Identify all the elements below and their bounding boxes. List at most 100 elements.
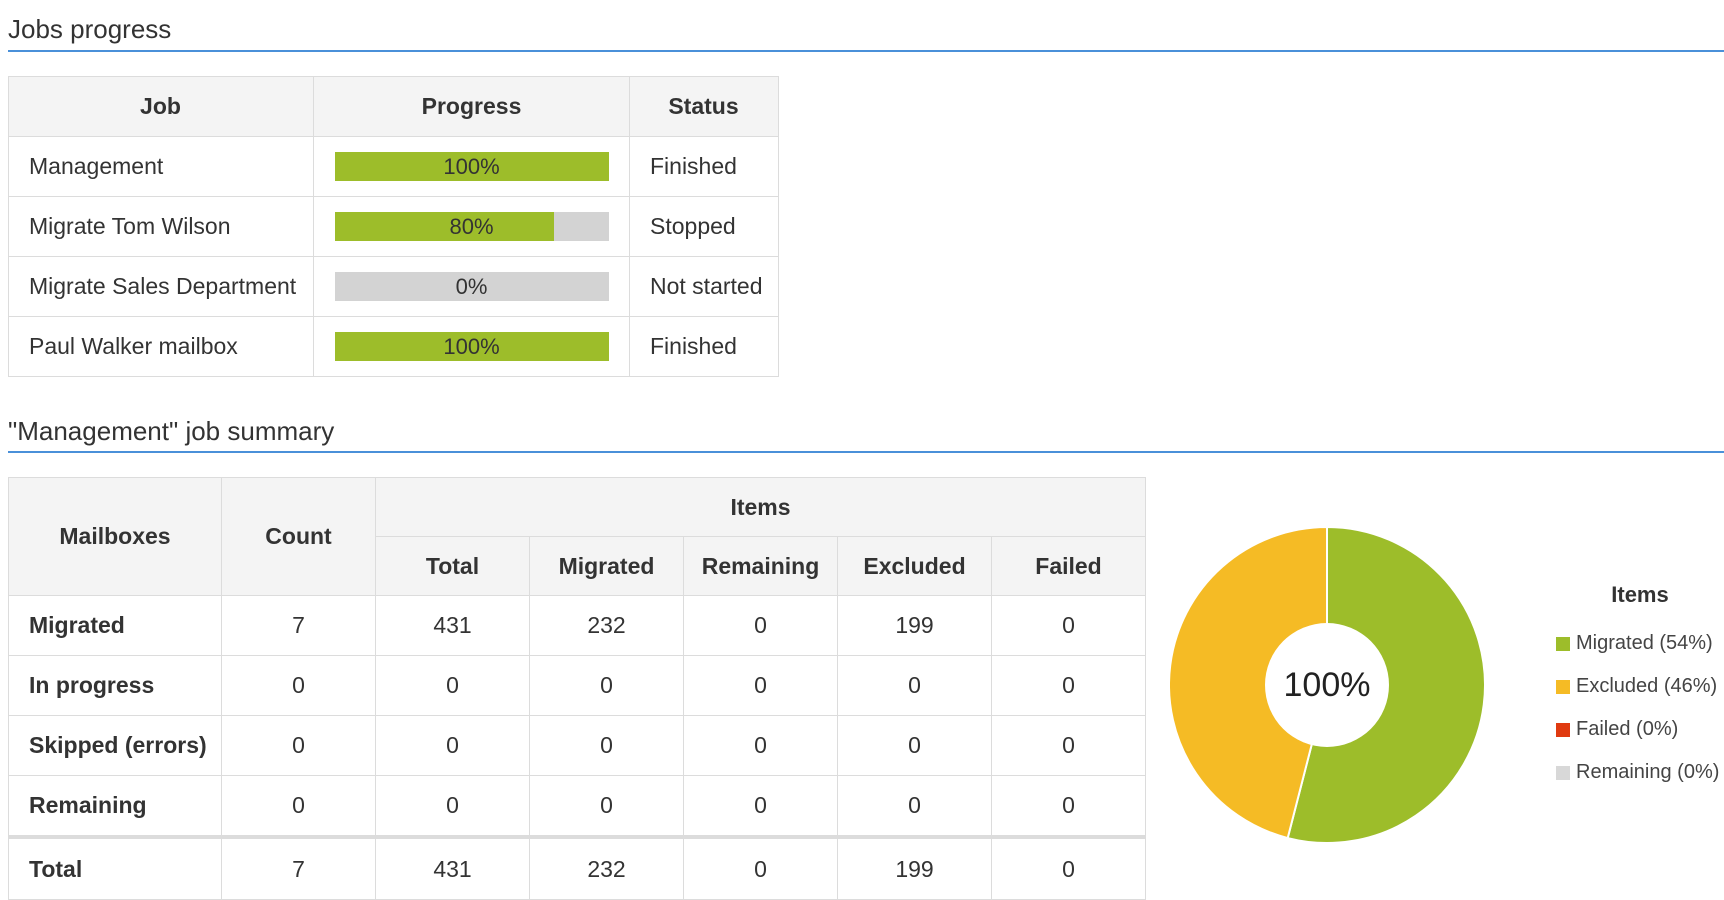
job-status: Not started: [629, 256, 779, 317]
failed-cell: 0: [991, 775, 1146, 838]
remaining-cell: 0: [683, 655, 838, 716]
failed-cell: 0: [991, 595, 1146, 656]
progress-label: 100%: [443, 154, 500, 179]
column-header-count: Count: [221, 477, 376, 596]
total-cell: 431: [375, 835, 530, 900]
job-status: Finished: [629, 136, 779, 197]
progress-label: 100%: [443, 334, 500, 359]
job-status: Finished: [629, 316, 779, 377]
legend-swatch: [1556, 636, 1570, 651]
migrated-cell: 232: [529, 595, 684, 656]
column-header-migrated: Migrated: [529, 536, 684, 596]
progress-bar: 100%: [334, 152, 609, 181]
remaining-cell: 0: [683, 595, 838, 656]
column-header-mailboxes: Mailboxes: [8, 477, 222, 596]
legend-swatch: [1556, 679, 1570, 694]
donut-slice-excluded[interactable]: [1170, 525, 1328, 840]
column-header-progress: Progress: [313, 76, 630, 137]
count-cell: 0: [221, 715, 376, 776]
column-header-status: Status: [629, 76, 779, 137]
legend-label: Failed (0%): [1576, 718, 1679, 740]
column-header-remaining: Remaining: [683, 536, 838, 596]
row-label: Total: [8, 835, 222, 900]
migrated-cell: 232: [529, 835, 684, 900]
job-name: Migrate Tom Wilson: [8, 196, 314, 257]
chart-legend: Items Migrated (54%) Excluded (46%) Fail…: [1556, 582, 1724, 794]
remaining-cell: 0: [683, 775, 838, 838]
items-donut-chart: 100%: [1170, 525, 1486, 844]
count-cell: 0: [221, 775, 376, 838]
table-total-row: Total 7 431 232 0 199 0: [8, 835, 1146, 900]
jobs-progress-title: Jobs progress: [8, 14, 172, 44]
excluded-cell: 0: [837, 715, 992, 776]
total-cell: 0: [375, 655, 530, 716]
column-header-items: Items: [375, 477, 1146, 537]
jobs-progress-table: Job Progress Status Management 100% Fini…: [8, 76, 779, 377]
job-summary-title: "Management" job summary: [8, 416, 335, 446]
legend-item-remaining[interactable]: Remaining (0%): [1556, 751, 1724, 794]
summary-header-row: Mailboxes Count Items: [8, 477, 1146, 596]
remaining-cell: 0: [683, 835, 838, 900]
table-row: Migrated 7 431 232 0 199 0: [8, 595, 1146, 656]
count-cell: 7: [221, 595, 376, 656]
progress-bar: 100%: [334, 332, 609, 361]
legend-title: Items: [1611, 582, 1669, 607]
total-cell: 431: [375, 595, 530, 656]
column-header-failed: Failed: [991, 536, 1146, 596]
failed-cell: 0: [991, 715, 1146, 776]
progress-label: 80%: [449, 214, 494, 239]
table-row[interactable]: Management 100% Finished: [8, 136, 779, 197]
donut-center-label: 100%: [1284, 666, 1371, 704]
failed-cell: 0: [991, 655, 1146, 716]
job-summary-table: Mailboxes Count Items Total Migrated Rem…: [8, 477, 1146, 900]
job-name: Migrate Sales Department: [8, 256, 314, 317]
table-row[interactable]: Migrate Tom Wilson 80% Stopped: [8, 196, 779, 257]
excluded-cell: 0: [837, 655, 992, 716]
progress-bar: 0%: [334, 272, 609, 301]
excluded-cell: 0: [837, 775, 992, 838]
progress-bar-fill: [334, 152, 609, 181]
count-cell: 7: [221, 835, 376, 900]
progress-label: 0%: [455, 274, 488, 299]
table-row: In progress 0 0 0 0 0 0: [8, 655, 1146, 716]
legend-item-excluded[interactable]: Excluded (46%): [1556, 665, 1724, 708]
migrated-cell: 0: [529, 655, 684, 716]
legend-item-migrated[interactable]: Migrated (54%): [1556, 622, 1724, 665]
excluded-cell: 199: [837, 595, 992, 656]
migrated-cell: 0: [529, 775, 684, 838]
table-row: Remaining 0 0 0 0 0 0: [8, 775, 1146, 838]
table-row[interactable]: Migrate Sales Department 0% Not started: [8, 256, 779, 317]
job-summary-divider: [8, 451, 1724, 453]
legend-label: Excluded (46%): [1576, 675, 1718, 697]
legend-label: Migrated (54%): [1576, 632, 1713, 654]
column-header-total: Total: [375, 536, 530, 596]
legend-swatch: [1556, 722, 1570, 737]
table-row[interactable]: Paul Walker mailbox 100% Finished: [8, 316, 779, 377]
migrated-cell: 0: [529, 715, 684, 776]
donut-hole: [1265, 623, 1389, 747]
progress-bar-fill: [334, 332, 609, 361]
remaining-cell: 0: [683, 715, 838, 776]
job-name: Paul Walker mailbox: [8, 316, 314, 377]
column-header-job: Job: [8, 76, 314, 137]
row-label: Remaining: [8, 775, 222, 838]
total-cell: 0: [375, 775, 530, 838]
job-name: Management: [8, 136, 314, 197]
progress-bar: 80%: [334, 212, 609, 241]
column-header-excluded: Excluded: [837, 536, 992, 596]
legend-label: Remaining (0%): [1576, 761, 1720, 783]
jobs-header-row: Job Progress Status: [8, 76, 779, 137]
excluded-cell: 199: [837, 835, 992, 900]
total-cell: 0: [375, 715, 530, 776]
summary-subheader-row: Total Migrated Remaining Excluded Failed: [9, 536, 1146, 596]
job-status: Stopped: [629, 196, 779, 257]
row-label: Migrated: [8, 595, 222, 656]
table-row: Skipped (errors) 0 0 0 0 0 0: [8, 715, 1146, 776]
jobs-progress-divider: [8, 50, 1724, 52]
legend-item-failed[interactable]: Failed (0%): [1556, 708, 1724, 751]
count-cell: 0: [221, 655, 376, 716]
row-label: Skipped (errors): [8, 715, 222, 776]
row-label: In progress: [8, 655, 222, 716]
legend-swatch: [1556, 765, 1570, 780]
progress-bar-fill: [334, 212, 554, 241]
